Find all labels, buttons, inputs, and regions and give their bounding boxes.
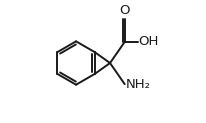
Text: NH₂: NH₂ — [125, 78, 150, 91]
Text: O: O — [119, 4, 129, 17]
Text: OH: OH — [139, 35, 159, 48]
